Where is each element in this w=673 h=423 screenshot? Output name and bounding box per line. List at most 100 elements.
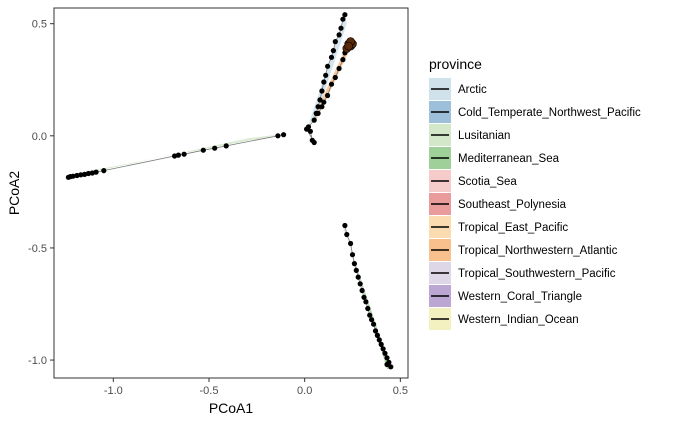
data-point bbox=[336, 32, 342, 38]
data-point bbox=[332, 39, 338, 45]
x-tick-label: 0.5 bbox=[393, 385, 408, 397]
data-point bbox=[351, 261, 357, 267]
legend-label: Cold_Temperate_Northwest_Pacific bbox=[458, 107, 641, 119]
legend-item-western-coral-triangle: Western_Coral_Triangle bbox=[429, 285, 582, 307]
data-point bbox=[212, 145, 218, 151]
legend-label: Western_Indian_Ocean bbox=[458, 314, 579, 326]
legend-label: Mediterranean_Sea bbox=[458, 153, 560, 165]
data-point bbox=[78, 172, 84, 178]
data-point bbox=[307, 128, 313, 134]
legend-label: Tropical_Southwestern_Pacific bbox=[458, 268, 616, 280]
data-point bbox=[325, 92, 331, 99]
data-point bbox=[344, 231, 350, 238]
legend-item-tropical-southwestern-pacific: Tropical_Southwestern_Pacific bbox=[429, 262, 616, 284]
data-point bbox=[93, 169, 99, 175]
data-point bbox=[311, 117, 317, 123]
data-point bbox=[367, 312, 373, 318]
x-tick-label: 0.0 bbox=[297, 385, 312, 397]
legend-item-western-indian-ocean: Western_Indian_Ocean bbox=[429, 308, 579, 330]
legend-label: Western_Coral_Triangle bbox=[458, 291, 582, 303]
legend-item-lusitanian: Lusitanian bbox=[429, 124, 510, 146]
legend-label: Lusitanian bbox=[458, 130, 510, 142]
data-point bbox=[281, 132, 287, 138]
y-tick-label: 0.5 bbox=[32, 19, 47, 31]
data-point bbox=[369, 317, 375, 323]
y-tick-label: -1.0 bbox=[28, 355, 47, 367]
data-point bbox=[70, 173, 76, 179]
legend-item-mediterranean-sea: Mediterranean_Sea bbox=[429, 147, 560, 169]
data-point bbox=[371, 321, 377, 327]
data-point bbox=[332, 74, 338, 81]
data-point bbox=[323, 72, 329, 78]
x-axis: -1.0 -0.5 0.0 0.5 bbox=[104, 378, 408, 397]
data-point bbox=[388, 364, 394, 370]
legend-label: Southeast_Polynesia bbox=[458, 199, 567, 211]
data-point bbox=[357, 281, 363, 287]
data-point bbox=[340, 57, 346, 63]
data-point bbox=[380, 346, 386, 352]
data-point bbox=[340, 16, 346, 22]
data-point bbox=[378, 341, 384, 347]
data-point bbox=[361, 294, 367, 300]
data-point bbox=[330, 48, 336, 54]
y-axis: 0.5 0.0 -0.5 -1.0 bbox=[28, 19, 54, 367]
legend-title: province bbox=[429, 56, 482, 72]
data-point bbox=[342, 222, 348, 229]
data-point bbox=[319, 104, 325, 110]
x-tick-label: -0.5 bbox=[200, 385, 219, 397]
legend-item-arctic: Arctic bbox=[429, 78, 487, 100]
data-point bbox=[336, 65, 342, 72]
data-point bbox=[355, 274, 361, 280]
data-point bbox=[223, 143, 229, 149]
data-point bbox=[372, 328, 379, 334]
data-point bbox=[328, 54, 335, 60]
legend-item-tropical-northwestern-atlantic: Tropical_Northwestern_Atlantic bbox=[429, 239, 618, 261]
legend-label: Scotia_Sea bbox=[458, 176, 517, 188]
data-point bbox=[376, 337, 382, 343]
data-point bbox=[181, 151, 187, 157]
data-point bbox=[338, 25, 344, 31]
y-tick-label: 0.0 bbox=[32, 131, 47, 143]
data-point bbox=[321, 79, 327, 85]
legend-item-scotia-sea: Scotia_Sea bbox=[429, 170, 517, 192]
legend-label: Tropical_Northwestern_Atlantic bbox=[458, 245, 618, 257]
legend: Arctic Cold_Temperate_Northwest_Pacific Lu… bbox=[429, 78, 641, 330]
legend-item-cold-temperate-northwest-pacific: Cold_Temperate_Northwest_Pacific bbox=[429, 101, 641, 123]
data-point bbox=[325, 63, 331, 69]
data-point bbox=[275, 133, 281, 139]
data-point bbox=[384, 355, 390, 361]
y-tick-label: -0.5 bbox=[28, 243, 47, 255]
data-point bbox=[349, 252, 356, 258]
data-point bbox=[348, 240, 354, 247]
data-point bbox=[365, 305, 371, 312]
data-point bbox=[200, 147, 206, 153]
data-point bbox=[101, 168, 107, 174]
cluster-point bbox=[344, 41, 354, 51]
data-point bbox=[328, 81, 335, 87]
data-point bbox=[321, 99, 327, 105]
points-layer bbox=[65, 12, 394, 370]
data-point bbox=[319, 88, 325, 94]
data-point bbox=[85, 170, 91, 177]
data-point bbox=[353, 267, 359, 273]
data-point bbox=[342, 12, 348, 18]
data-point bbox=[175, 152, 181, 158]
data-point bbox=[311, 139, 317, 146]
legend-item-tropical-east-pacific: Tropical_East_Pacific bbox=[429, 216, 568, 238]
legend-item-southeast-polynesia: Southeast_Polynesia bbox=[429, 193, 567, 215]
x-tick-label: -1.0 bbox=[104, 385, 123, 397]
legend-label: Arctic bbox=[458, 84, 487, 96]
x-axis-title: PCoA1 bbox=[209, 400, 254, 416]
legend-label: Tropical_East_Pacific bbox=[458, 222, 568, 234]
y-axis-title: PCoA2 bbox=[6, 171, 22, 216]
data-point bbox=[317, 97, 323, 103]
data-point bbox=[313, 110, 319, 116]
plot-background bbox=[53, 7, 409, 379]
hull-mediterranean-sea bbox=[342, 225, 391, 369]
data-point bbox=[359, 287, 365, 294]
data-point bbox=[363, 299, 369, 305]
data-point bbox=[315, 104, 321, 110]
data-point bbox=[304, 126, 310, 132]
data-point bbox=[384, 361, 390, 368]
